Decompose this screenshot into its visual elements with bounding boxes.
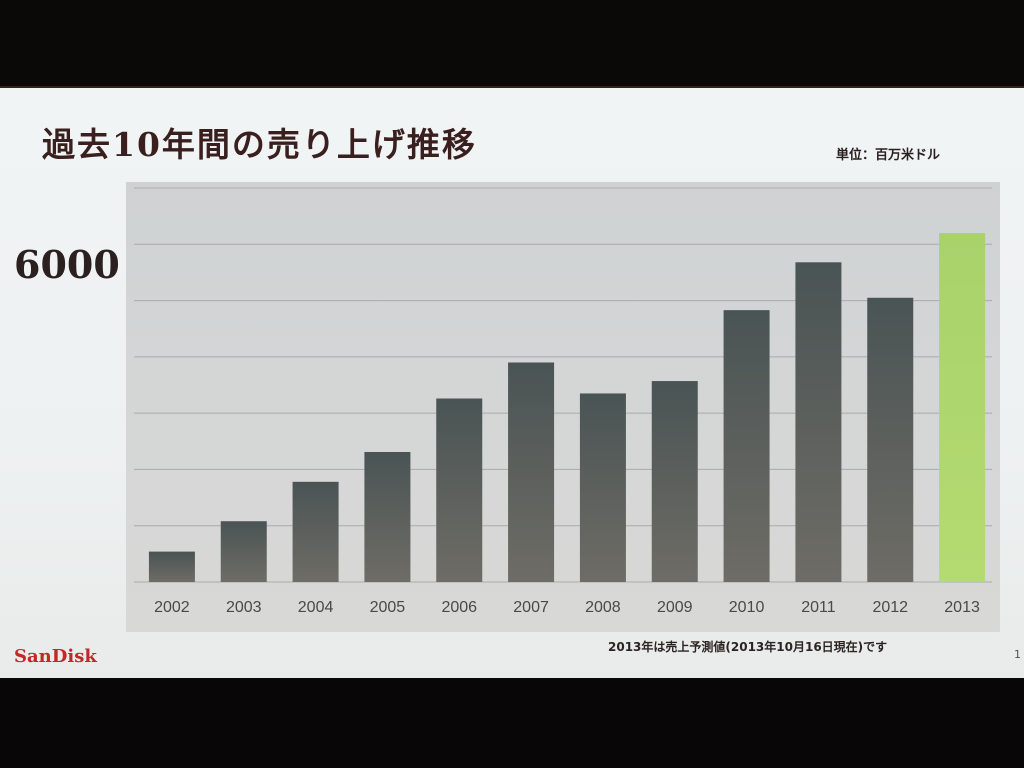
x-tick-label: 2002 xyxy=(154,599,190,616)
bar-2013-forecast xyxy=(939,233,986,582)
x-tick-label: 2012 xyxy=(872,599,908,616)
bar-2010 xyxy=(723,310,770,582)
x-tick-label: 2004 xyxy=(298,599,334,616)
x-tick-label: 2007 xyxy=(513,599,549,616)
x-tick-label: 2010 xyxy=(729,599,765,616)
bar-2005 xyxy=(364,451,411,582)
bar-2004 xyxy=(292,481,339,582)
presentation-slide: 過去10年間の売り上げ推移 単位：百万米ドル 6000 2002 2003 2004… xyxy=(0,86,1024,680)
bar-2003 xyxy=(220,521,267,582)
x-tick-label: 2003 xyxy=(226,599,262,616)
forecast-footnote: 2013年は売上予測値(2013年10月16日現在)です xyxy=(608,640,888,654)
x-tick-label: 2009 xyxy=(657,599,693,616)
sandisk-logo: SanDisk xyxy=(14,646,97,667)
bar-2008 xyxy=(579,393,626,582)
bar-chart: 2002 2003 2004 2005 2006 2007 2008 2009 2010 2011… xyxy=(134,187,992,616)
screen-top-frame xyxy=(0,0,1024,88)
bar-2002 xyxy=(148,551,195,582)
x-tick-label: 2005 xyxy=(370,599,406,616)
bar-2007 xyxy=(508,362,555,582)
bar-2011 xyxy=(795,262,842,582)
unit-label: 単位：百万米ドル xyxy=(836,148,941,163)
bar-2006 xyxy=(436,398,483,582)
screen-bottom-frame xyxy=(0,678,1024,768)
x-tick-label: 2013 xyxy=(944,599,980,616)
x-tick-label: 2006 xyxy=(441,599,477,616)
chart-plot-area: 2002 2003 2004 2005 2006 2007 2008 2009 2010 2011… xyxy=(126,182,1000,632)
bar-2009 xyxy=(651,381,698,582)
axis-marker-label: 6000 xyxy=(14,242,120,287)
slide-title: 過去10年間の売り上げ推移 xyxy=(42,125,477,164)
bar-2012 xyxy=(867,297,914,582)
x-tick-label: 2011 xyxy=(801,599,836,616)
page-number: 1 xyxy=(1014,648,1021,661)
x-tick-label: 2008 xyxy=(585,599,621,616)
